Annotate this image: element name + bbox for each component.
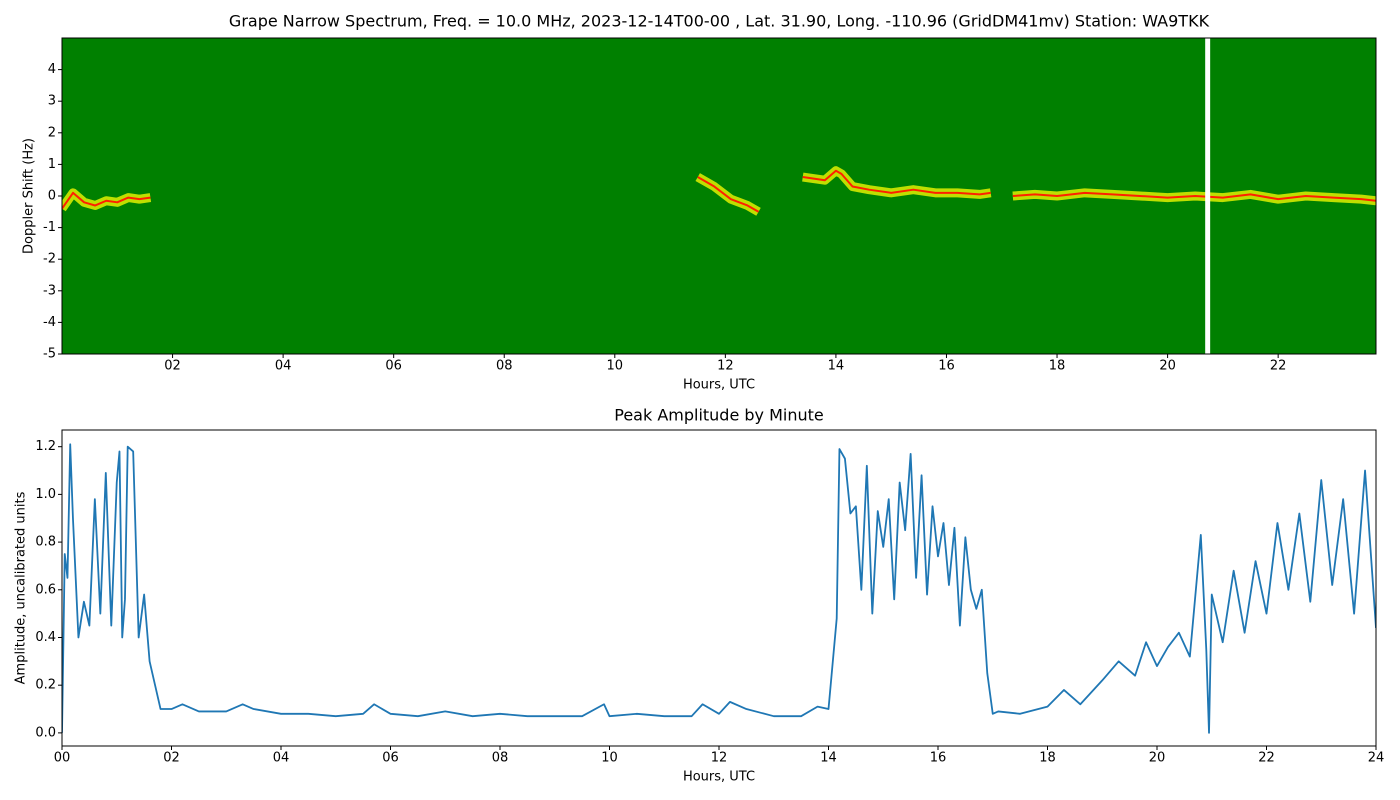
y-tick-label: 0 [48,189,56,204]
y-tick-label: 0.8 [35,535,56,550]
y-tick-label: -2 [43,252,56,267]
y-tick-label: -1 [43,220,56,235]
y-tick-label: 0.2 [35,678,56,693]
x-tick-label: 10 [607,359,624,374]
chart: Peak Amplitude by Minute Hours, UTC Amplit… [14,406,1385,785]
x-tick-label: 08 [496,359,513,374]
x-tick-label: 04 [275,359,292,374]
plot-frame [61,429,1377,747]
amplitude-line [62,443,1376,734]
x-tick-label: 22 [1270,359,1287,374]
x-tick-label: 00 [54,751,71,766]
x-tick-label: 14 [820,751,837,766]
y-tick-label: 0.0 [35,725,56,740]
y-tick-label: 0.4 [35,630,56,645]
x-tick-label: 16 [938,359,955,374]
x-tick-label: 08 [492,751,509,766]
x-tick-label: 10 [601,751,618,766]
x-tick-label: 06 [382,751,399,766]
y-tick-label: -5 [43,347,56,362]
x-tick-label: 18 [1049,359,1066,374]
x-tick-label: 24 [1368,751,1385,766]
x-tick-label: 18 [1039,751,1056,766]
missing-data [1205,38,1211,354]
x-tick-label: 02 [163,751,180,766]
x-axis-label: Hours, UTC [683,378,755,393]
y-tick-label: 1.2 [35,439,56,454]
y-axis-label: Amplitude, uncalibrated units [14,491,29,684]
x-tick-label: 06 [385,359,402,374]
y-tick-label: 1 [48,157,56,172]
x-tick-label: 20 [1159,359,1176,374]
chart-title: Peak Amplitude by Minute [614,406,824,425]
x-tick-label: 14 [828,359,845,374]
chart-title: Grape Narrow Spectrum, Freq. = 10.0 MHz,… [229,12,1210,31]
x-tick-label: 02 [164,359,181,374]
y-tick-label: -3 [43,283,56,298]
x-tick-label: 12 [711,751,728,766]
x-tick-label: 20 [1149,751,1166,766]
y-tick-label: 0.6 [35,582,56,597]
x-tick-label: 12 [717,359,734,374]
x-axis-label: Hours, UTC [683,770,755,785]
x-tick-label: 16 [930,751,947,766]
x-tick-label: 04 [273,751,290,766]
x-tick-label: 22 [1258,751,1275,766]
y-tick-label: -4 [43,315,56,330]
y-tick-label: 3 [48,94,56,109]
y-tick-label: 4 [48,62,56,77]
y-tick-label: 1.0 [35,487,56,502]
y-axis-label: Doppler Shift (Hz) [22,138,37,254]
y-tick-label: 2 [48,125,56,140]
doppler-trace [62,169,1376,213]
chart: Grape Narrow Spectrum, Freq. = 10.0 MHz,… [22,12,1377,393]
